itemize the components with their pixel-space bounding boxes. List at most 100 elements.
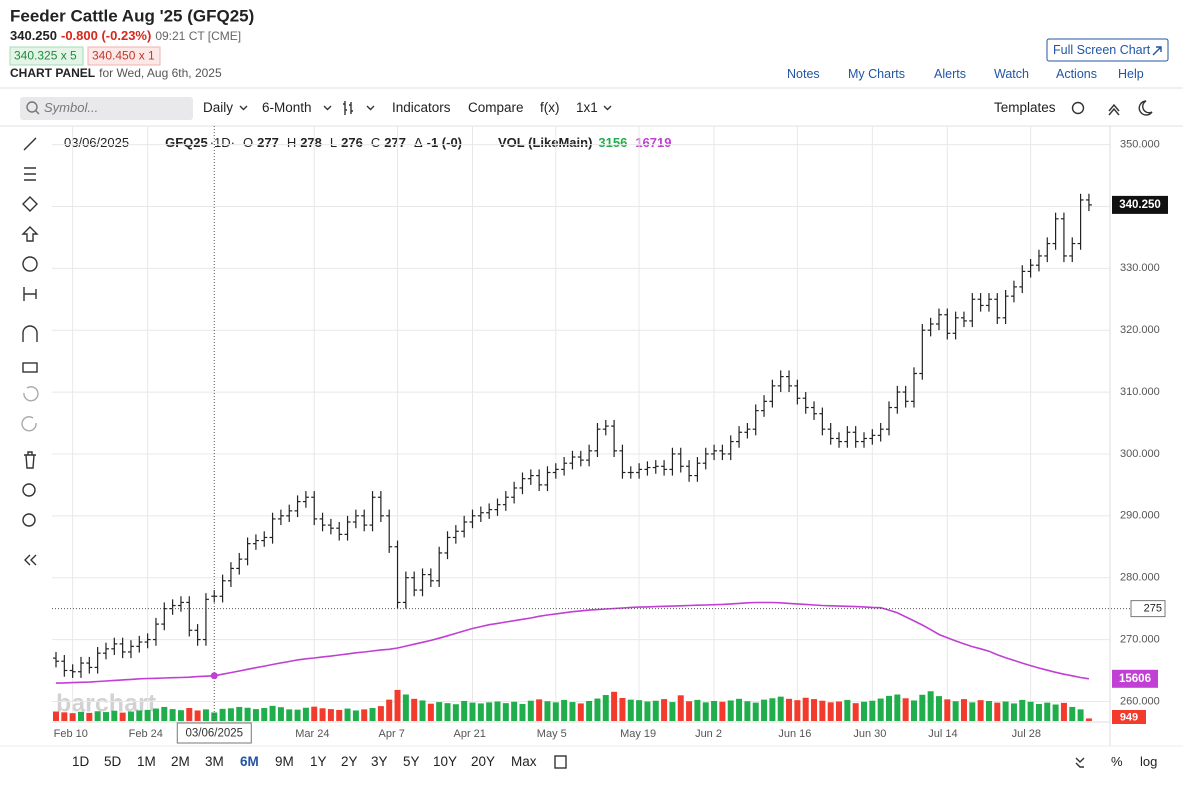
volume-bar xyxy=(219,708,226,721)
scale-button[interactable]: log xyxy=(1140,754,1157,769)
period-button[interactable]: 6M xyxy=(240,754,259,769)
tool-delete[interactable] xyxy=(24,451,36,469)
search-placeholder[interactable]: Symbol... xyxy=(44,100,98,115)
volume-bar xyxy=(319,708,326,721)
y-tick-label: 310.000 xyxy=(1120,386,1160,398)
chevron-icon xyxy=(603,105,612,111)
volume-bar xyxy=(327,709,334,721)
legend-field: H xyxy=(287,135,296,150)
title: Feeder Cattle Aug '25 (GFQ25) xyxy=(10,6,254,25)
legend-interval: ·1D· xyxy=(210,135,235,150)
volume-bar xyxy=(711,700,718,721)
tool-fib[interactable] xyxy=(24,167,36,181)
tool-magnet[interactable] xyxy=(22,325,38,342)
volume-bar xyxy=(302,707,309,721)
tool-zoom-out[interactable] xyxy=(22,513,36,527)
tool-collapse[interactable] xyxy=(24,554,37,566)
volume-bar xyxy=(819,700,826,721)
volume-value-box xyxy=(1112,710,1146,724)
volume-bar xyxy=(136,710,143,721)
nav-link[interactable]: Notes xyxy=(787,67,820,81)
period-button[interactable]: 5Y xyxy=(403,754,420,769)
search-box[interactable] xyxy=(20,97,193,120)
period-button[interactable]: 1Y xyxy=(310,754,327,769)
full-screen-button[interactable] xyxy=(1046,38,1169,62)
volume-bar xyxy=(594,698,601,721)
toolbar-item[interactable]: Indicators xyxy=(392,100,451,115)
volume-bar xyxy=(827,702,834,721)
period-menu-icon[interactable] xyxy=(1075,757,1085,768)
volume-bar xyxy=(944,699,951,721)
theme-icon[interactable] xyxy=(1138,100,1153,116)
legend-value: 277 xyxy=(257,135,279,150)
period-button[interactable]: 5D xyxy=(104,754,122,769)
period-button[interactable]: 3M xyxy=(205,754,224,769)
tool-undo[interactable] xyxy=(23,386,39,402)
indicator-line xyxy=(55,601,1090,684)
tool-redo[interactable] xyxy=(21,416,37,432)
volume-bar xyxy=(61,712,68,721)
templates[interactable]: Templates xyxy=(994,100,1056,115)
volume-bar xyxy=(502,703,509,721)
period-button[interactable]: 2M xyxy=(171,754,190,769)
calendar-icon[interactable] xyxy=(554,755,567,769)
nav-link[interactable]: Watch xyxy=(994,67,1029,81)
volume-bar xyxy=(561,699,568,721)
volume-bar xyxy=(777,696,784,721)
volume-bar xyxy=(619,698,626,721)
volume-bar xyxy=(77,711,84,721)
period-button[interactable]: 9M xyxy=(275,754,294,769)
toolbar-item[interactable]: Daily xyxy=(203,100,233,115)
volume-bar xyxy=(927,691,934,721)
tool-lock[interactable] xyxy=(22,362,38,373)
volume-bar xyxy=(769,698,776,721)
tool-measure[interactable] xyxy=(23,287,37,301)
chart-type-icon[interactable] xyxy=(343,101,353,115)
scale-button[interactable]: % xyxy=(1111,754,1123,769)
volume-bar xyxy=(211,712,218,721)
nav-link[interactable]: Alerts xyxy=(934,67,966,81)
period-button[interactable]: 20Y xyxy=(471,754,495,769)
last-price: 340.250 xyxy=(10,28,57,43)
collapse-icon[interactable] xyxy=(1108,103,1120,116)
period-button[interactable]: 1M xyxy=(137,754,156,769)
volume-bar xyxy=(786,698,793,721)
quote-time: 09:21 CT [CME] xyxy=(155,29,241,43)
volume-bar xyxy=(552,702,559,721)
indicator-value-box xyxy=(1112,669,1158,688)
period-button[interactable]: 2Y xyxy=(341,754,358,769)
drawing-tools xyxy=(21,137,39,566)
volume-bar xyxy=(236,706,243,721)
tool-shape[interactable] xyxy=(22,196,38,212)
toolbar-item[interactable]: 6-Month xyxy=(262,100,312,115)
settings-icon[interactable] xyxy=(1071,101,1085,115)
toolbar-item[interactable]: f(x) xyxy=(540,100,560,115)
nav-link[interactable]: Actions xyxy=(1056,67,1097,81)
legend-volume: 3156 xyxy=(598,135,627,150)
volume-bar xyxy=(586,700,593,721)
volume-bar xyxy=(977,700,984,721)
period-button[interactable]: 1D xyxy=(72,754,90,769)
full-screen-label[interactable]: Full Screen Chart xyxy=(1053,43,1151,57)
period-button[interactable]: Max xyxy=(511,754,537,769)
x-tick-label: Apr 7 xyxy=(379,728,405,740)
tool-arrow[interactable] xyxy=(21,226,39,242)
volume-bar xyxy=(277,707,284,721)
period-button[interactable]: 10Y xyxy=(433,754,457,769)
toolbar-item[interactable]: Compare xyxy=(468,100,524,115)
volume-bar xyxy=(402,694,409,721)
nav-link[interactable]: Help xyxy=(1118,67,1144,81)
nav-link[interactable]: My Charts xyxy=(848,67,905,81)
tool-zoom-in[interactable] xyxy=(22,483,36,497)
toolbar-item[interactable]: 1x1 xyxy=(576,100,598,115)
volume-bar xyxy=(677,695,684,721)
tool-line[interactable] xyxy=(23,137,37,151)
volume-bar xyxy=(1077,709,1084,721)
tool-number[interactable] xyxy=(22,256,38,272)
period-button[interactable]: 3Y xyxy=(371,754,388,769)
crosshair-date-box xyxy=(176,722,252,744)
y-tick-label: 270.000 xyxy=(1120,633,1160,645)
panel-label: CHART PANEL xyxy=(10,66,95,80)
volume-bar xyxy=(369,708,376,721)
